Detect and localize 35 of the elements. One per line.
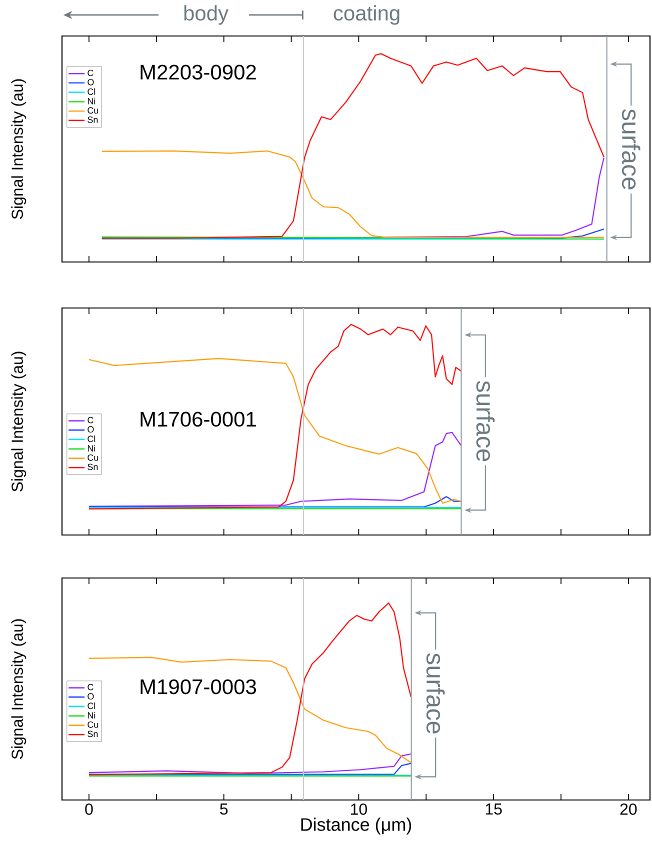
legend-label: C (88, 70, 94, 76)
legend-label: Ni (88, 98, 96, 104)
annotation: M1907-0003 (140, 679, 256, 694)
text: body (184, 5, 228, 25)
x-axis-title: Distance (μm) (301, 818, 412, 834)
x-tick-label: 5 (220, 804, 228, 815)
ref-line-label: surface (476, 380, 495, 462)
x-tick-label: 15 (486, 804, 502, 815)
ref-line-label: surface (426, 653, 445, 734)
ref-line-label: surface (622, 109, 640, 190)
legend-label: Cl (88, 702, 96, 710)
legend-label: O (88, 78, 94, 86)
y-axis-title: Signal Intensity (au) (11, 619, 26, 759)
legend-label: Ni (88, 444, 96, 452)
x-tick-label: 20 (620, 804, 637, 815)
text: coating (334, 5, 400, 25)
legend-label: Sn (88, 116, 98, 123)
annotation: M2203-0902 (140, 64, 256, 80)
y-axis-title: Signal Intensity (au) (11, 352, 26, 492)
legend-label: Cu (88, 454, 98, 461)
legend-label: Sn (88, 730, 98, 738)
x-tick-label: 0 (85, 804, 93, 815)
legend-label: O (88, 693, 94, 700)
legend-label: Ni (88, 712, 96, 718)
legend-label: O (88, 426, 94, 433)
x-tick-label: 10 (351, 804, 367, 815)
legend-label: Cl (88, 435, 96, 442)
legend-label: C (88, 416, 94, 424)
legend-label: Cl (88, 88, 96, 95)
legend-label: C (88, 684, 94, 690)
annotation: M1706-0001 (140, 412, 256, 427)
legend-label: Cu (88, 107, 98, 114)
legend-label: Sn (88, 464, 98, 470)
y-axis-title: Signal Intensity (au) (11, 79, 26, 219)
legend-label: Cu (88, 721, 98, 728)
